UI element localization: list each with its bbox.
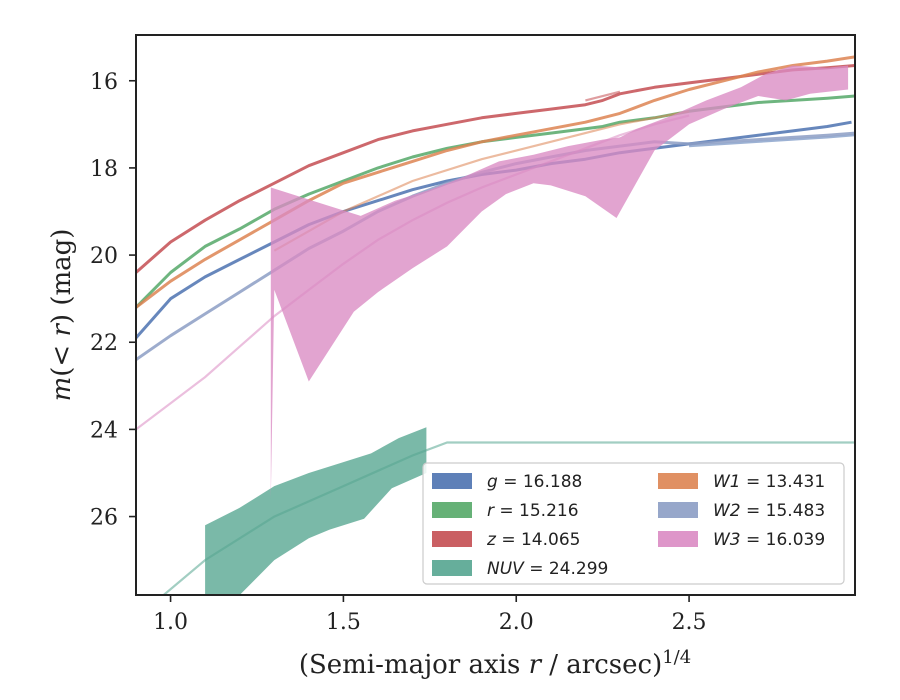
- model-curve-w3: [136, 114, 690, 431]
- data-layer: [136, 55, 855, 595]
- y-tick-label: 20: [90, 244, 118, 269]
- ticks-layer: 1.0 1.5 2.0 2.5 16 18 20 22 24 26: [90, 70, 707, 635]
- y-tick-label: 26: [90, 506, 118, 531]
- legend-swatch: [432, 473, 472, 489]
- series-line-r: [136, 94, 855, 309]
- series-line-g: [136, 120, 852, 339]
- legend: g = 16.188 r = 15.216 z = 14.065 NUV = 24.2…: [422, 462, 845, 585]
- legend-swatch: [658, 473, 698, 489]
- band-w3: [270, 65, 849, 500]
- y-axis-label: m(< r) (mag): [47, 229, 77, 402]
- legend-swatch: [658, 531, 698, 547]
- legend-swatch: [658, 502, 698, 518]
- x-tick-label: 2.0: [499, 610, 534, 635]
- y-tick-label: 18: [90, 157, 118, 182]
- legend-label: z = 14.065: [486, 530, 580, 550]
- legend-label: W2 = 15.483: [713, 501, 825, 521]
- legend-items: g = 16.188 r = 15.216 z = 14.065 NUV = 24.2…: [432, 472, 825, 579]
- y-tick-label: 22: [90, 331, 118, 356]
- legend-label: W3 = 16.039: [713, 530, 825, 550]
- model-curve-nuv: [162, 441, 855, 595]
- legend-box: [422, 462, 845, 585]
- x-tick-label: 1.0: [153, 610, 188, 635]
- legend-swatch: [432, 560, 472, 576]
- legend-label: r = 15.216: [487, 501, 579, 521]
- x-tick-label: 1.5: [326, 610, 361, 635]
- y-tick-label: 16: [90, 70, 118, 95]
- y-tick-label: 24: [90, 418, 118, 443]
- band-nuv: [205, 427, 427, 595]
- x-axis-label: (Semi-major axis r / arcsec)1/4: [299, 647, 691, 680]
- legend-label: W1 = 13.431: [713, 472, 825, 492]
- legend-swatch: [432, 531, 472, 547]
- model-curve-z: [585, 90, 621, 102]
- legend-label: g = 16.188: [487, 472, 582, 492]
- x-tick-label: 2.5: [672, 610, 707, 635]
- legend-swatch: [432, 502, 472, 518]
- series-line-w1: [136, 55, 855, 309]
- model-curve-g: [689, 134, 855, 148]
- legend-label: NUV = 24.299: [487, 559, 608, 579]
- plot-frame: [135, 34, 856, 596]
